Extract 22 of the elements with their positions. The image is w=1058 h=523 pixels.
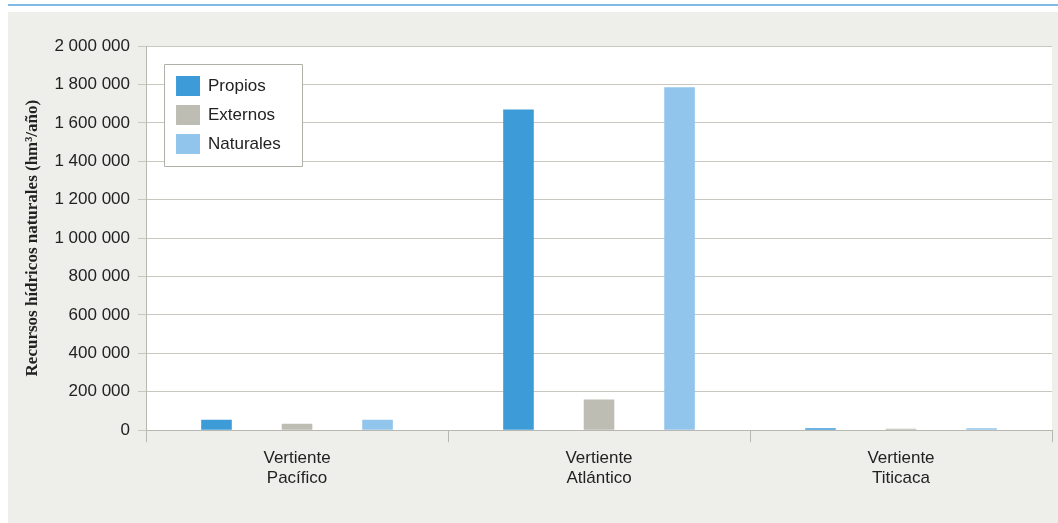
legend-label: Externos: [208, 104, 276, 124]
y-tick-label: 1 400 000: [54, 150, 131, 170]
legend-label: Naturales: [208, 133, 281, 153]
y-tick-label: 800 000: [68, 266, 131, 286]
y-axis-title: Recursos hídricos naturales (hm³/año): [21, 99, 41, 377]
bar: [362, 419, 393, 430]
y-tick-label: 400 000: [68, 343, 131, 363]
x-tick-label: Vertiente Pacífico: [263, 448, 331, 488]
bar: [664, 87, 695, 430]
y-tick-label: 1 800 000: [54, 74, 131, 94]
y-tick-label: 1 000 000: [54, 227, 131, 247]
y-tick-label: 200 000: [68, 381, 131, 401]
y-tick-label: 1 600 000: [54, 112, 131, 132]
x-tick-label: Vertiente Titicaca: [867, 448, 935, 488]
bar: [503, 109, 534, 430]
legend-label: Propios: [208, 75, 266, 95]
y-tick-label: 600 000: [68, 304, 131, 324]
y-tick-label: 1 200 000: [54, 189, 131, 209]
y-tick-label: 0: [120, 419, 131, 439]
y-tick-label: 2 000 000: [54, 35, 131, 55]
x-tick-label: Vertiente Atlántico: [565, 448, 633, 488]
bar: [201, 419, 232, 430]
